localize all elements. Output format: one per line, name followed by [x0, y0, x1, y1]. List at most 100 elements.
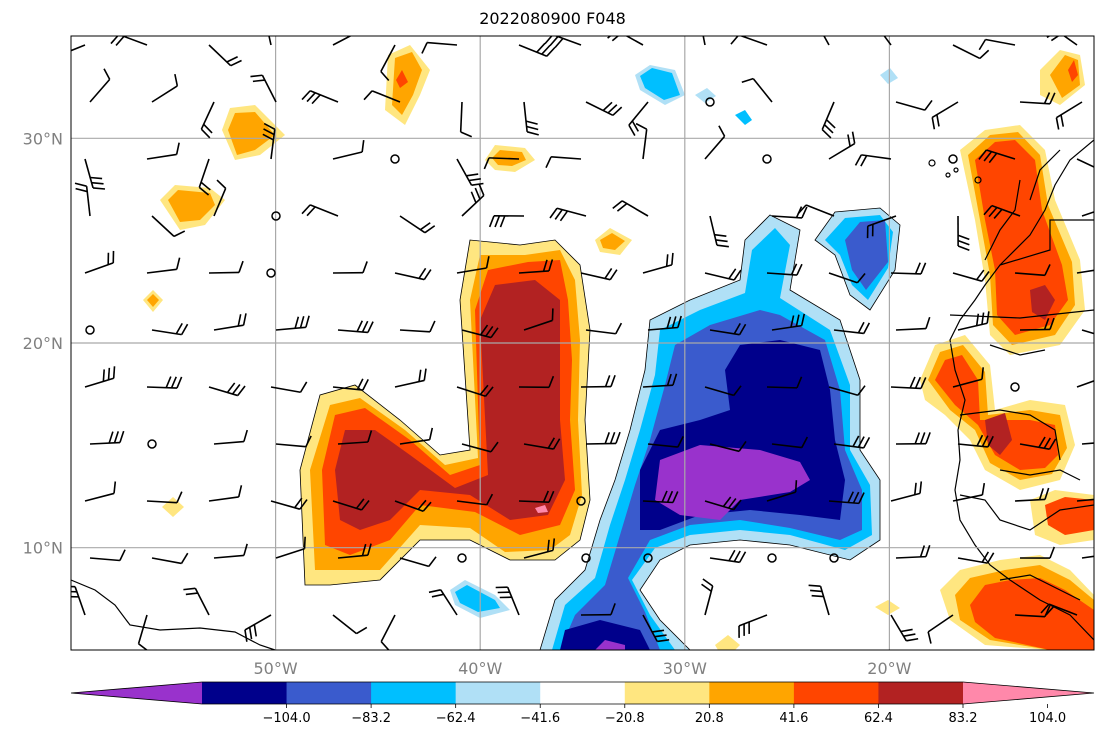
wind-barb [337, 320, 374, 334]
lon-label: 40°W [458, 659, 502, 678]
negative-blob [695, 88, 716, 103]
colorbar-label: −104.0 [263, 711, 311, 726]
island [953, 167, 959, 173]
wind-barb [151, 215, 186, 238]
negative-blob [455, 585, 500, 612]
wind-barb [741, 77, 773, 103]
wind-barb [642, 490, 679, 504]
wind-barb [461, 324, 499, 339]
wind-barb [766, 263, 803, 276]
colorbar-extend-max [963, 682, 1094, 704]
wind-barb [1076, 498, 1094, 502]
border-line [1029, 149, 1061, 201]
wind-barb [337, 543, 372, 559]
wind-barb [704, 385, 742, 397]
colorbar-label: −62.4 [436, 711, 476, 726]
positive-region-east [985, 413, 1012, 455]
wind-barb [456, 384, 494, 397]
wind-barb [459, 101, 473, 138]
wind-barb [952, 367, 984, 388]
colorbar-segment [540, 682, 626, 704]
colorbar: −104.0 −83.2 −62.4 −41.6 −20.8 20.8 41.6 62.4 83… [70, 681, 1095, 726]
wind-barb [607, 36, 644, 46]
wind-barbs [71, 36, 1094, 650]
negative-core [655, 445, 810, 520]
wind-barb [394, 368, 427, 388]
wind-barb [1076, 158, 1094, 168]
wind-barb [71, 585, 86, 616]
wind-barb [1014, 264, 1051, 277]
wind-barb [709, 441, 747, 453]
wind-barb [84, 366, 116, 388]
wind-barb [948, 154, 958, 164]
wind-barb [762, 154, 772, 164]
wind-barb [709, 549, 747, 564]
wind-barb [701, 578, 714, 616]
wind-barb [85, 325, 95, 335]
wind-barb [84, 158, 106, 190]
wind-barb [394, 267, 432, 281]
lon-label: 20°W [867, 659, 911, 678]
wind-barb [250, 74, 277, 103]
border-line [999, 574, 1081, 601]
negative-blob [845, 220, 888, 290]
wind-barb [183, 587, 210, 616]
wind-barb [1081, 555, 1094, 559]
colorbar-segment [624, 682, 710, 704]
wind-barb [704, 268, 742, 281]
colorbar-segment [793, 682, 879, 704]
wind-barb [1081, 442, 1094, 445]
wind-barb [766, 480, 798, 502]
wind-barb [585, 322, 623, 335]
colorbar-segment [455, 682, 541, 704]
lon-labels: 50°W 40°W 30°W 20°W [254, 659, 912, 678]
wind-barb [337, 430, 373, 445]
wind-barb [428, 589, 458, 616]
wind-barb [399, 215, 436, 234]
wind-barb [213, 429, 249, 445]
wind-barb [523, 437, 561, 450]
wind-barb [983, 204, 1021, 219]
border-line [999, 219, 1094, 266]
positive-blob [1068, 60, 1078, 82]
wind-barb [895, 432, 931, 445]
wind-barb [301, 90, 339, 105]
wind-barb [363, 90, 401, 103]
wind-barb [380, 614, 396, 650]
colorbar-label: 20.8 [695, 711, 724, 726]
wind-barb [704, 496, 742, 511]
wind-barb [890, 376, 927, 390]
wind-barb [89, 68, 111, 103]
wind-barb [488, 214, 525, 228]
positive-blob [875, 600, 900, 615]
border-line [989, 344, 1046, 356]
wind-barb [771, 436, 809, 449]
wind-barb [380, 44, 396, 82]
wind-barb [89, 430, 125, 445]
colorbar-label: 41.6 [779, 711, 808, 726]
map-title: 2022080900 F048 [479, 9, 626, 28]
wind-barb [797, 204, 835, 217]
wind-barb [883, 36, 892, 46]
wind-barb [927, 614, 954, 644]
wind-barb [456, 158, 484, 187]
lat-label: 30°N [23, 129, 63, 148]
wind-barb [483, 157, 520, 170]
wind-barb [828, 385, 866, 397]
shaded-field [143, 45, 1094, 650]
south-america-coast [71, 579, 276, 650]
wind-barb [518, 42, 556, 57]
wind-barb [275, 315, 310, 331]
lon-label: 30°W [663, 659, 707, 678]
wind-barb [89, 549, 126, 562]
wind-barb [461, 184, 485, 217]
negative-blob [735, 110, 752, 125]
colorbar-segment [371, 682, 457, 704]
wind-barb [262, 122, 276, 160]
wind-barb [523, 538, 556, 559]
wind-barb [642, 614, 670, 643]
wind-barb [581, 553, 591, 563]
wind-barb [200, 101, 215, 139]
wind-barb [456, 256, 490, 274]
